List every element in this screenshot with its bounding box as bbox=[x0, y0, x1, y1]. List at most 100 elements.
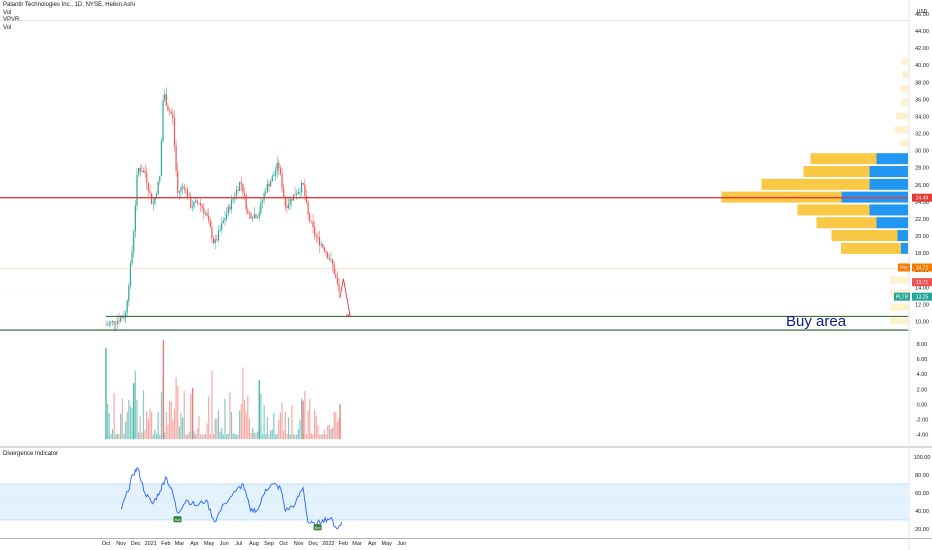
volume-bar bbox=[164, 432, 166, 440]
indicator-vol-2[interactable]: Vol bbox=[3, 24, 12, 31]
symbol-badge: PLTR bbox=[896, 295, 909, 301]
volume-bar bbox=[318, 434, 321, 440]
volume-bar bbox=[323, 429, 326, 440]
volume-bar bbox=[235, 434, 237, 440]
candle bbox=[195, 200, 197, 203]
candle bbox=[111, 321, 114, 322]
volume-bar bbox=[165, 411, 167, 440]
candle bbox=[146, 173, 148, 183]
candle bbox=[258, 212, 260, 218]
pre-label-badge: Pre bbox=[900, 266, 908, 272]
candle bbox=[310, 220, 312, 222]
vp-faint-row bbox=[890, 317, 908, 325]
vp-faint-row bbox=[899, 85, 908, 93]
candle bbox=[318, 237, 321, 246]
resistance-price-badge: 24.49 bbox=[916, 196, 929, 202]
vp-up-5 bbox=[876, 217, 908, 229]
time-tick: Nov bbox=[294, 541, 304, 547]
price-tick: 10.00 bbox=[915, 319, 929, 325]
candle bbox=[302, 182, 304, 185]
volume-spike bbox=[258, 380, 260, 440]
volume-tick: 8.00 bbox=[917, 342, 928, 348]
price-tick: 34.00 bbox=[915, 114, 929, 120]
volume-bar bbox=[312, 434, 314, 440]
volume-bar bbox=[279, 412, 282, 440]
candle bbox=[315, 235, 317, 237]
candle bbox=[201, 205, 203, 209]
volume-bar bbox=[286, 433, 288, 440]
candle bbox=[242, 183, 244, 194]
candle bbox=[232, 198, 234, 200]
volume-bar bbox=[327, 425, 329, 440]
time-tick: Dec bbox=[308, 541, 318, 547]
candle bbox=[235, 190, 237, 197]
rsi-tick: 60.00 bbox=[915, 491, 929, 497]
candle bbox=[331, 259, 334, 265]
indicator-vol[interactable]: Vol bbox=[3, 9, 12, 16]
candle bbox=[157, 181, 159, 194]
candle bbox=[173, 118, 176, 146]
volume-bar bbox=[173, 408, 176, 440]
candle bbox=[128, 285, 130, 301]
volume-bar bbox=[107, 403, 109, 440]
time-tick: Oct bbox=[102, 541, 111, 547]
second-price-badge: 13.71 bbox=[916, 280, 929, 286]
vp-up-2 bbox=[869, 178, 908, 190]
volume-bar bbox=[227, 433, 229, 440]
candle bbox=[178, 191, 180, 193]
volume-bar bbox=[304, 391, 306, 440]
candle bbox=[281, 173, 283, 189]
volume-bar bbox=[168, 400, 171, 440]
candle bbox=[172, 113, 174, 119]
volume-bar bbox=[111, 429, 114, 440]
volume-bar bbox=[274, 434, 277, 440]
candle bbox=[129, 263, 132, 286]
candle bbox=[237, 190, 239, 191]
candle bbox=[263, 193, 265, 201]
volume-tick: 6.00 bbox=[917, 357, 928, 363]
key-levels: Buy area bbox=[0, 197, 908, 331]
volume-bar bbox=[180, 412, 182, 440]
volume-bar bbox=[110, 434, 112, 440]
candle bbox=[297, 191, 299, 194]
candle bbox=[138, 167, 140, 175]
candle bbox=[279, 168, 282, 174]
volume-bar bbox=[121, 398, 123, 440]
candle bbox=[136, 174, 138, 206]
vp-down-4 bbox=[797, 204, 870, 216]
candle bbox=[336, 277, 339, 284]
candle bbox=[278, 162, 280, 169]
candle bbox=[191, 206, 193, 208]
volume-bar bbox=[206, 423, 208, 440]
candle bbox=[118, 320, 120, 322]
candle bbox=[301, 182, 303, 192]
volume-spike bbox=[133, 383, 135, 440]
volume-bar bbox=[328, 424, 330, 440]
candle bbox=[296, 193, 298, 196]
rsi-panel-title[interactable]: Divergence Indicator bbox=[3, 451, 59, 457]
volume-bar bbox=[151, 411, 153, 440]
volume-bar bbox=[230, 411, 233, 440]
candle bbox=[224, 218, 226, 221]
price-tick: 22.00 bbox=[915, 217, 929, 223]
candle bbox=[240, 182, 242, 184]
indicator-vpvr[interactable]: VPVR bbox=[3, 17, 20, 23]
volume-bar bbox=[265, 434, 267, 440]
price-tick: 44.00 bbox=[915, 29, 929, 35]
volume-bar bbox=[307, 410, 309, 440]
chart-legend: Palantir Technologies Inc., 1D, NYSE, He… bbox=[3, 2, 135, 32]
vp-faint-row bbox=[901, 98, 908, 106]
time-tick: Mar bbox=[175, 541, 185, 547]
volume-bar bbox=[294, 434, 296, 440]
volume-bar bbox=[198, 416, 200, 440]
volume-bar bbox=[154, 429, 156, 440]
candle bbox=[323, 247, 326, 251]
candle bbox=[110, 321, 112, 323]
price-tick: 38.00 bbox=[915, 80, 929, 86]
volume-bar bbox=[336, 421, 339, 440]
volume-tick: 2.00 bbox=[917, 387, 928, 393]
volume-tick: 4.00 bbox=[917, 372, 928, 378]
volume-bar bbox=[299, 419, 301, 440]
rsi-line bbox=[120, 467, 342, 530]
